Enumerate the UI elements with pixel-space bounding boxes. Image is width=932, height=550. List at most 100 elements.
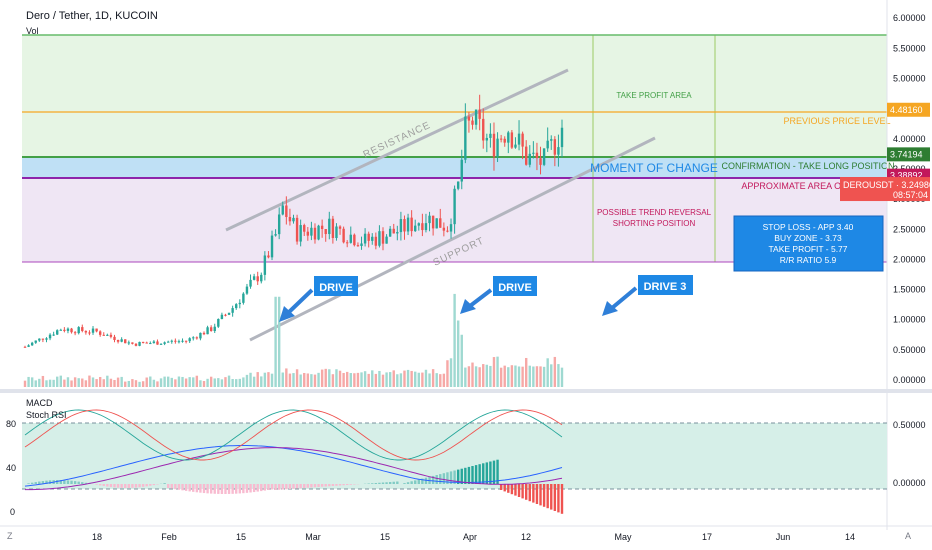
macd-histogram-bar — [550, 484, 553, 510]
volume-bar — [34, 380, 37, 387]
candle — [285, 196, 288, 225]
macd-histogram-bar — [274, 484, 277, 490]
price-tick: 4.00000 — [893, 134, 926, 144]
candle — [227, 312, 231, 316]
candle — [41, 338, 45, 343]
candle — [84, 330, 88, 335]
volume-bar — [317, 372, 320, 387]
volume-bar — [553, 356, 557, 387]
candle — [474, 109, 478, 130]
macd-histogram-bar — [385, 482, 388, 484]
macd-histogram-bar — [514, 484, 517, 496]
volume-bar — [474, 366, 478, 387]
candle — [263, 251, 267, 281]
macd-histogram-bar — [431, 475, 435, 484]
candle — [270, 230, 274, 261]
volume-bar — [546, 358, 549, 387]
macd-histogram-bar — [174, 484, 177, 490]
macd-histogram-bar — [346, 484, 349, 485]
macd-histogram-bar — [496, 459, 499, 484]
macd-histogram-bar — [528, 484, 531, 502]
candle — [88, 330, 91, 336]
confirmation-band — [22, 157, 887, 178]
macd-histogram-bar — [41, 481, 45, 484]
candle — [116, 339, 120, 344]
volume-bar — [313, 374, 317, 387]
volume-bar — [91, 377, 95, 387]
macd-histogram-bar — [367, 483, 370, 484]
macd-histogram-bar — [453, 470, 456, 484]
candle — [456, 181, 460, 191]
macd-histogram-bar — [328, 484, 331, 487]
macd-histogram-bar — [417, 479, 420, 484]
volume-bar — [30, 377, 34, 387]
volume-bar — [231, 378, 234, 387]
macd-histogram-bar — [546, 484, 549, 509]
candle — [525, 140, 528, 166]
price-tag-label: 3.38892 — [890, 171, 923, 181]
macd-histogram-bar — [446, 472, 449, 484]
macd-histogram-bar — [192, 484, 195, 492]
macd-histogram-bar — [267, 484, 270, 491]
macd-histogram-bar — [27, 483, 30, 484]
candle — [199, 332, 202, 341]
macd-histogram-bar — [95, 484, 98, 485]
macd-histogram-bar — [63, 480, 66, 484]
auto-scale-button[interactable]: A — [905, 531, 911, 541]
macd-histogram-bar — [381, 482, 385, 484]
candle — [449, 218, 453, 239]
volume-bar — [442, 373, 446, 387]
macd-histogram-bar — [464, 467, 467, 484]
candle — [439, 208, 442, 228]
macd-histogram-bar — [478, 464, 481, 484]
volume-bar — [156, 381, 159, 387]
candle — [360, 236, 363, 250]
candle — [277, 207, 281, 240]
macd-histogram-bar — [81, 482, 84, 484]
candle — [346, 240, 349, 248]
macd-histogram-bar — [45, 480, 48, 484]
candle — [138, 341, 141, 347]
volume-bar — [70, 380, 73, 387]
candle — [267, 251, 270, 259]
time-axis[interactable]: 18 Feb 15 Mar 15 Apr 12 May 17 Jun 14 — [92, 532, 855, 542]
candle — [324, 228, 327, 242]
candle — [553, 136, 557, 167]
macd-histogram-bar — [109, 484, 113, 488]
pane-separator[interactable] — [0, 389, 932, 393]
candle — [335, 223, 338, 241]
macd-histogram-bar — [141, 484, 145, 487]
candles — [23, 94, 564, 348]
candle — [353, 233, 356, 247]
candle — [392, 223, 395, 234]
volume-bar — [159, 378, 163, 387]
time-tick: Feb — [161, 532, 177, 542]
candle — [59, 328, 62, 331]
macd-histogram-bar — [106, 484, 109, 487]
time-tick: 12 — [521, 532, 531, 542]
candle — [77, 326, 80, 335]
macd-histogram-bar — [66, 480, 70, 484]
zoom-toggle-button[interactable]: Z — [7, 531, 13, 541]
macd-histogram-bar — [324, 484, 327, 487]
candle — [252, 273, 256, 281]
volume-bar — [371, 370, 374, 387]
reversal-label-1: POSSIBLE TREND REVERSAL — [597, 208, 712, 217]
candle — [124, 339, 127, 344]
volume-bar — [227, 375, 231, 387]
candle — [45, 337, 48, 343]
candle — [446, 226, 449, 233]
candle — [281, 201, 284, 216]
candle — [231, 305, 234, 317]
volume-bar — [539, 366, 542, 387]
macd-histogram-bar — [510, 484, 514, 495]
macd-histogram-bar — [256, 484, 259, 492]
take-profit-area-label: TAKE PROFIT AREA — [616, 91, 692, 100]
volume-bar — [431, 369, 435, 387]
volume-bar — [106, 375, 109, 387]
candle — [95, 328, 98, 333]
volume-bar — [320, 369, 324, 387]
candle — [56, 329, 59, 336]
